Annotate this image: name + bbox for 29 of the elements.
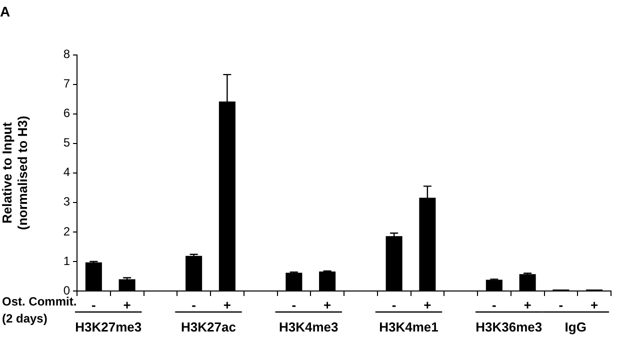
text: H3K36me3 xyxy=(476,320,542,335)
y-tick-label: 6 xyxy=(63,106,70,120)
y-tick-label: 1 xyxy=(63,254,70,268)
y-tick-label: 8 xyxy=(63,47,70,62)
text: IgG xyxy=(564,320,586,335)
y-tick-label: 5 xyxy=(63,136,70,150)
y-tick-label: 2 xyxy=(63,224,70,238)
y-tick-label: 7 xyxy=(63,76,70,91)
chart-title: A xyxy=(0,3,10,20)
x-tick-label: + xyxy=(424,297,432,312)
y-axis-title: Relative to Input (normalised to H3) xyxy=(0,116,30,230)
x-tick-label: - xyxy=(558,297,564,312)
text: H3K27ac xyxy=(181,320,236,335)
x-tick-label: + xyxy=(223,297,232,312)
text: H3K4me1 xyxy=(379,320,438,335)
x-tick-label: - xyxy=(92,297,96,312)
text: H3K27me3 xyxy=(75,320,142,335)
y-tick-label: 3 xyxy=(63,194,70,209)
x-tick-label: + xyxy=(324,297,332,312)
text: (2 days) xyxy=(2,311,48,326)
x-tick-label: + xyxy=(123,297,132,312)
x-tick-label: + xyxy=(590,297,599,312)
x-tick-label: - xyxy=(492,297,496,312)
x-tick-label: - xyxy=(392,297,396,312)
x-tick-label: - xyxy=(192,297,196,312)
text: H3K4me3 xyxy=(278,320,338,335)
x-tick-label: - xyxy=(292,297,296,312)
y-tick-label: 4 xyxy=(63,165,70,180)
x-tick-label: + xyxy=(524,297,532,312)
